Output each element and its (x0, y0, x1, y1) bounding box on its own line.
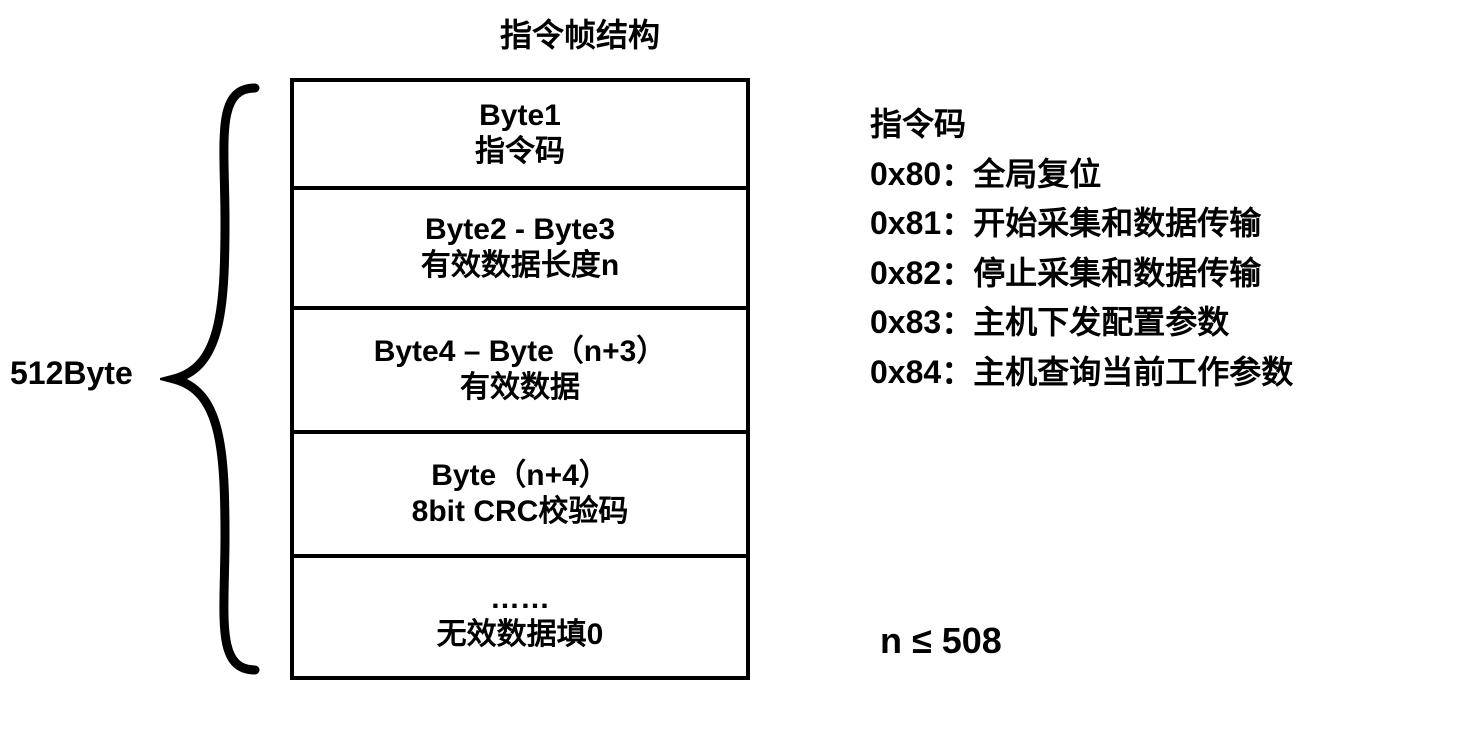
brace-icon (160, 82, 270, 676)
frame-row-padding: …… 无效数据填0 (294, 558, 746, 676)
frame-row-line2: 有效数据长度n (421, 248, 619, 284)
frame-row-line1: Byte（n+4） (431, 458, 609, 494)
opcode-legend-header: 指令码 (870, 100, 1293, 150)
opcode-item: 0x80：全局复位 (870, 150, 1293, 200)
opcode-item: 0x82：停止采集和数据传输 (870, 249, 1293, 299)
frame-row-line2: 有效数据 (460, 370, 580, 406)
length-constraint: n ≤ 508 (880, 620, 1002, 662)
frame-structure-table: Byte1 指令码 Byte2 - Byte3 有效数据长度n Byte4 – … (290, 78, 750, 680)
opcode-item: 0x83：主机下发配置参数 (870, 298, 1293, 348)
frame-row-line1: Byte2 - Byte3 (425, 212, 615, 248)
frame-row-line1: Byte4 – Byte（n+3） (374, 334, 667, 370)
frame-row-line2: 无效数据填0 (437, 617, 604, 653)
opcode-item: 0x81：开始采集和数据传输 (870, 199, 1293, 249)
diagram-title: 指令帧结构 (405, 10, 755, 56)
frame-row-opcode: Byte1 指令码 (294, 82, 746, 190)
opcode-legend: 指令码 0x80：全局复位 0x81：开始采集和数据传输 0x82：停止采集和数… (870, 100, 1293, 398)
opcode-item: 0x84：主机查询当前工作参数 (870, 348, 1293, 398)
frame-row-payload: Byte4 – Byte（n+3） 有效数据 (294, 310, 746, 434)
frame-row-line1: Byte1 (479, 98, 561, 134)
total-size-label: 512Byte (10, 355, 133, 392)
frame-row-crc: Byte（n+4） 8bit CRC校验码 (294, 434, 746, 558)
frame-row-line1: …… (490, 581, 550, 617)
frame-row-length: Byte2 - Byte3 有效数据长度n (294, 190, 746, 310)
frame-row-line2: 指令码 (475, 134, 565, 170)
frame-row-line2: 8bit CRC校验码 (412, 494, 629, 530)
